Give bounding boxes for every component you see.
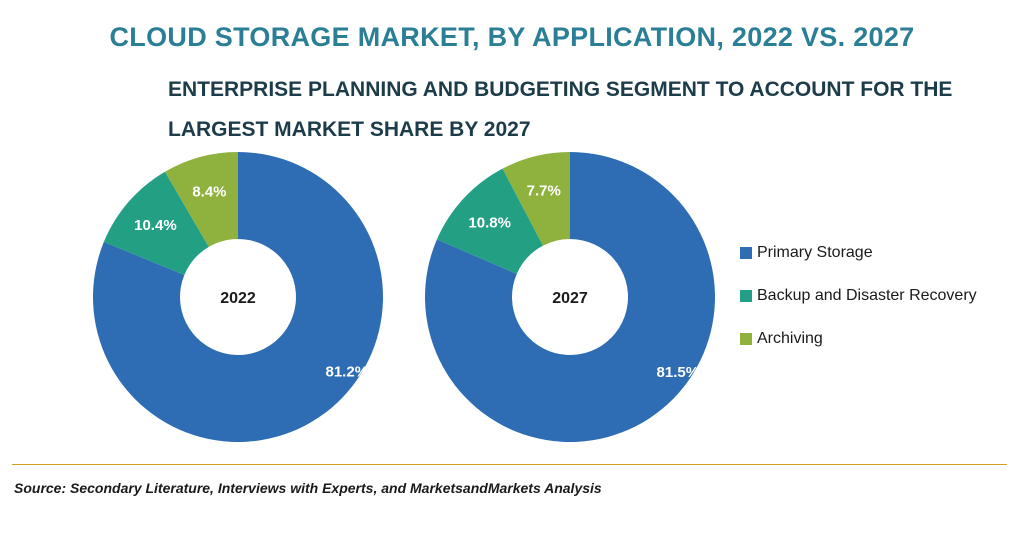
- legend-swatch: [740, 333, 752, 345]
- chart-subtitle: ENTERPRISE PLANNING AND BUDGETING SEGMEN…: [168, 78, 953, 141]
- data-label: 10.8%: [468, 215, 511, 232]
- center-year-label: 2022: [220, 290, 256, 307]
- data-label: 8.4%: [192, 183, 226, 200]
- data-label: 7.7%: [527, 183, 561, 200]
- slice-primary-storage: [93, 152, 383, 442]
- slice-archiving: [502, 152, 570, 246]
- center-year-label: 2027: [552, 290, 588, 307]
- legend-swatch: [740, 247, 752, 259]
- slice-backup: [103, 171, 209, 275]
- legend-swatch: [740, 290, 752, 302]
- data-label: 81.2%: [326, 364, 369, 381]
- data-label: 10.4%: [134, 217, 177, 234]
- chart-title: CLOUD STORAGE MARKET, BY APPLICATION, 20…: [109, 22, 915, 52]
- legend-item-primary-storage: Primary Storage: [740, 242, 977, 264]
- legend-label: Primary Storage: [757, 244, 873, 261]
- slice-archiving: [164, 152, 238, 247]
- donut-chart-2022: 81.2% 10.4% 8.4% 2022: [93, 152, 383, 442]
- donut-chart-2027: 81.5% 10.8% 7.7% 2027: [424, 152, 715, 442]
- legend: Primary Storage Backup and Disaster Reco…: [740, 242, 977, 371]
- data-label: 81.5%: [657, 364, 700, 381]
- legend-label: Archiving: [757, 330, 823, 347]
- source-note: Source: Secondary Literature, Interviews…: [14, 480, 602, 496]
- slice-primary-storage: [424, 152, 715, 442]
- slice-backup: [436, 168, 544, 274]
- legend-item-backup: Backup and Disaster Recovery: [740, 285, 977, 307]
- legend-label: Backup and Disaster Recovery: [757, 287, 977, 304]
- legend-item-archiving: Archiving: [740, 328, 977, 350]
- divider: [12, 464, 1007, 465]
